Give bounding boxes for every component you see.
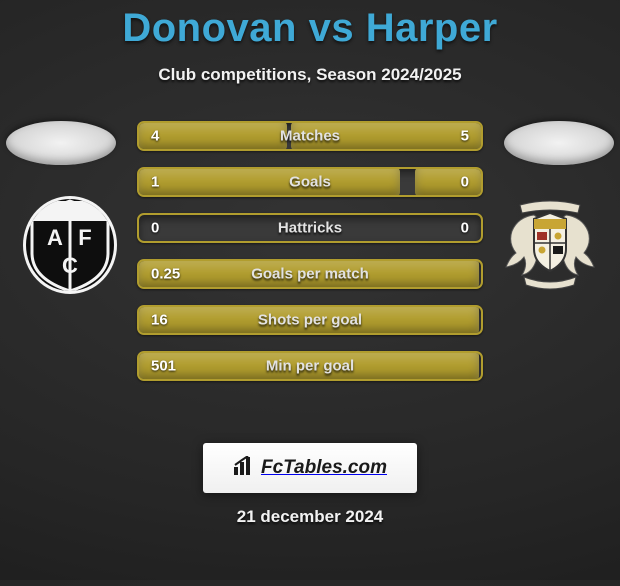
stat-left-value: 1 <box>151 174 159 191</box>
stat-left-value: 0.25 <box>151 266 180 283</box>
stat-bar-left-fill <box>137 121 287 151</box>
svg-text:A: A <box>47 225 63 250</box>
subtitle: Club competitions, Season 2024/2025 <box>0 65 620 85</box>
club-logo-left: A F C <box>20 195 120 295</box>
stat-bar: 501 Min per goal <box>137 351 483 381</box>
player-photo-right <box>504 121 614 165</box>
date-label: 21 december 2024 <box>0 507 620 527</box>
fctables-label: FcTables.com <box>261 457 387 479</box>
stat-bar: 0.25 Goals per match <box>137 259 483 289</box>
svg-text:F: F <box>78 225 91 250</box>
comparison-arena: A F C 45Matches10Goals00Hat <box>0 121 620 421</box>
stat-right-value: 5 <box>461 128 469 145</box>
stat-bar-right-fill <box>415 167 483 197</box>
stat-bar: 0 0 Hattricks <box>137 213 483 243</box>
stat-left-value: 4 <box>151 128 159 145</box>
stat-label: Shots per goal <box>258 312 362 329</box>
stat-label: Goals per match <box>251 266 369 283</box>
stat-right-value: 0 <box>461 220 469 237</box>
stat-label: Hattricks <box>278 220 342 237</box>
stat-right-value: 0 <box>461 174 469 191</box>
stat-left-value: 0 <box>151 220 159 237</box>
stat-label: Matches <box>280 128 340 145</box>
fctables-watermark[interactable]: FcTables.com <box>203 443 417 493</box>
stat-left-value: 16 <box>151 312 168 329</box>
svg-text:C: C <box>62 253 78 278</box>
stat-label: Min per goal <box>266 358 354 375</box>
player-photo-left <box>6 121 116 165</box>
chart-icon <box>233 456 255 481</box>
page-title: Donovan vs Harper <box>0 6 620 51</box>
stat-label: Goals <box>289 174 331 191</box>
stat-bars: 4 5 Matches 1 0 Goals 0 0 Hattricks 0.25 Goals per… <box>137 121 483 381</box>
stat-bar: 1 0 Goals <box>137 167 483 197</box>
stat-bar: 4 5 Matches <box>137 121 483 151</box>
stat-bar-left-fill <box>137 167 400 197</box>
stat-left-value: 501 <box>151 358 176 375</box>
stat-bar: 16 Shots per goal <box>137 305 483 335</box>
club-logo-right <box>500 195 600 295</box>
